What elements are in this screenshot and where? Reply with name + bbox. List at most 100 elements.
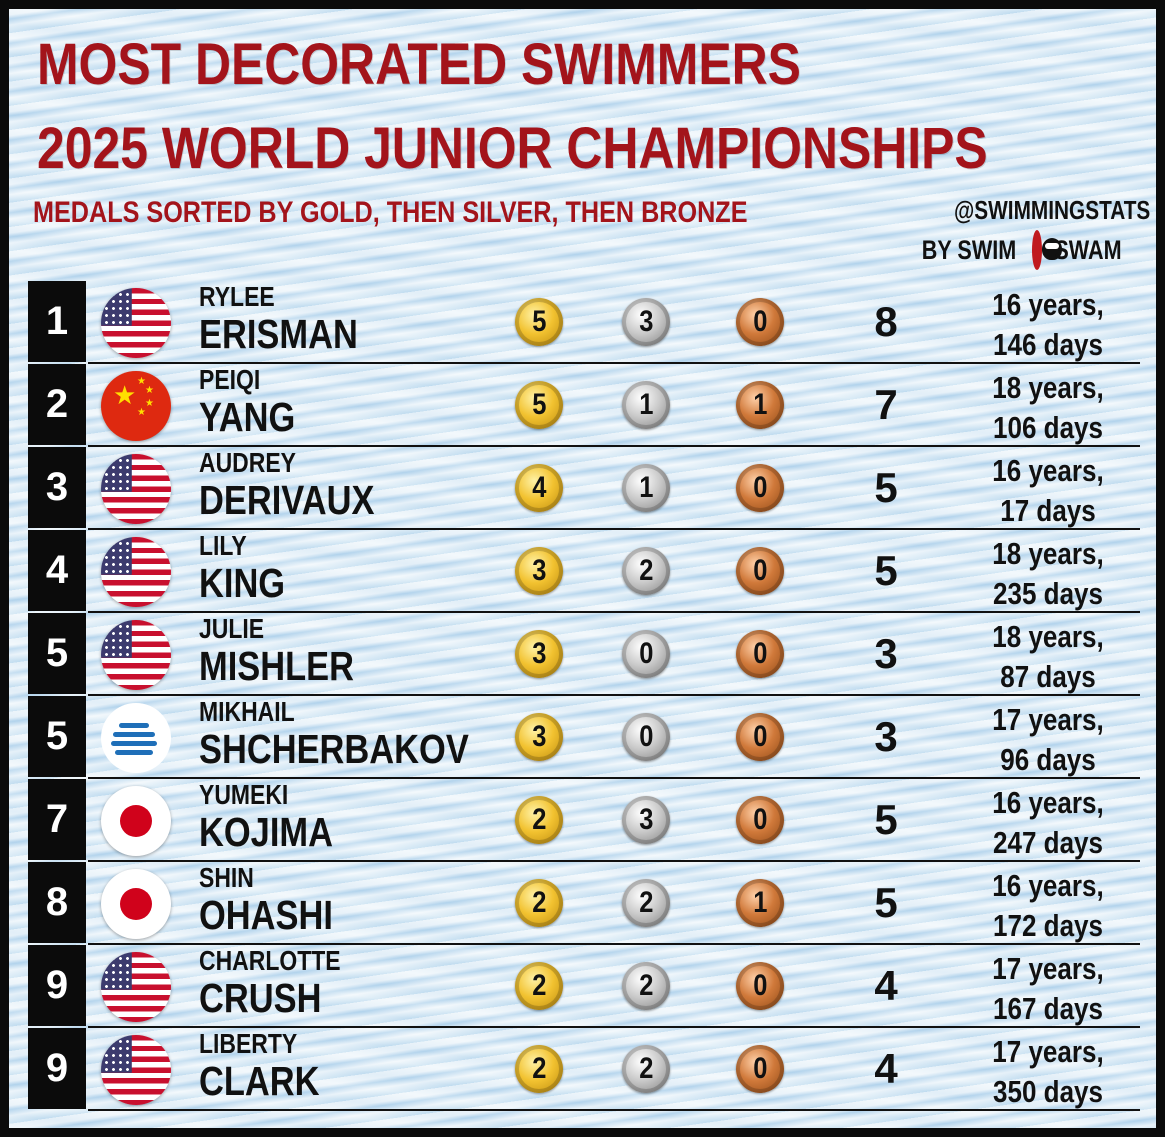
row-divider: [88, 362, 1140, 364]
row-divider: [88, 1109, 1140, 1111]
age-days: 167 days: [992, 991, 1104, 1026]
rank-cell: 9: [28, 1028, 86, 1109]
gold-medal-icon: 2: [515, 962, 563, 1010]
row-divider: [88, 445, 1140, 447]
neutral-emblem-bar: [115, 750, 153, 755]
age-years: 16 years,: [992, 287, 1104, 322]
silver-count: 0: [638, 637, 654, 670]
bronze-medal-icon: 0: [736, 1045, 784, 1093]
first-name: SHIN: [199, 862, 254, 893]
gold-medal-icon: 3: [515, 630, 563, 678]
total-medals: 5: [874, 547, 898, 594]
table-row: 1 RYLEE ERISMAN 5 3 0 8 16 years, 146 da…: [28, 281, 1140, 364]
age-years: 16 years,: [992, 785, 1104, 820]
total-medals: 8: [874, 298, 898, 345]
total-medals: 5: [874, 796, 898, 843]
table-row: 8 SHIN OHASHI 2 2 1 5 16 years, 172 days: [28, 862, 1140, 945]
last-name: YANG: [199, 394, 296, 440]
star-icon: ★: [137, 407, 146, 418]
bronze-count: 0: [752, 969, 768, 1002]
gold-count: 5: [531, 305, 547, 338]
star-icon: ★: [145, 385, 154, 396]
silver-count: 1: [638, 471, 654, 504]
silver-count: 0: [638, 720, 654, 753]
bronze-count: 0: [752, 803, 768, 836]
star-icon: ★: [137, 376, 146, 387]
credit-by-text: BY SWIM: [921, 234, 1017, 265]
bronze-count: 0: [752, 637, 768, 670]
first-name: CHARLOTTE: [199, 945, 341, 976]
first-name: MIKHAIL: [199, 696, 295, 727]
silver-medal-icon: 3: [622, 298, 670, 346]
gold-count: 3: [531, 637, 547, 670]
bronze-count: 1: [752, 886, 768, 919]
total-medals: 5: [874, 879, 898, 926]
silver-medal-icon: 2: [622, 547, 670, 595]
bronze-medal-icon: 1: [736, 879, 784, 927]
age-days: 247 days: [992, 825, 1104, 860]
title-line-2: 2025 WORLD JUNIOR CHAMPIONSHIPS: [37, 116, 988, 181]
last-name: CRUSH: [199, 975, 322, 1021]
gold-medal-icon: 2: [515, 879, 563, 927]
bronze-medal-icon: 0: [736, 962, 784, 1010]
first-name: YUMEKI: [199, 779, 289, 810]
gold-count: 4: [531, 471, 547, 504]
rank-label: 5: [45, 631, 69, 675]
rank-cell: 4: [28, 530, 86, 611]
subtitle: MEDALS SORTED BY GOLD, THEN SILVER, THEN…: [33, 196, 748, 229]
row-divider: [88, 528, 1140, 530]
first-name: RYLEE: [199, 281, 275, 312]
last-name: DERIVAUX: [199, 477, 375, 523]
age-years: 16 years,: [992, 868, 1104, 903]
age-days: 87 days: [1000, 659, 1096, 694]
rank-cell: 1: [28, 281, 86, 362]
table-row: 5 JULIE MISHLER 3 0 0 3 18 years, 87 day…: [28, 613, 1140, 696]
bronze-medal-icon: 0: [736, 630, 784, 678]
china-flag-icon: ★ ★ ★ ★ ★: [101, 371, 171, 441]
table-row: 9 LIBERTY CLARK 2 2 0 4 17 years, 350 da…: [28, 1028, 1140, 1111]
age-days: 96 days: [1000, 742, 1096, 777]
age-years: 18 years,: [992, 536, 1104, 571]
gold-medal-icon: 3: [515, 713, 563, 761]
row-divider: [88, 777, 1140, 779]
usa-flag-icon: [101, 1035, 171, 1105]
total-medals: 3: [874, 630, 898, 677]
row-divider: [88, 860, 1140, 862]
table-row: 5 MIKHAIL SHCHERBAKOV 3 0 0 3 17 years, …: [28, 696, 1140, 779]
silver-medal-icon: 2: [622, 1045, 670, 1093]
neutral-emblem-bar: [111, 741, 157, 746]
rank-label: 7: [45, 797, 69, 841]
age-days: 17 days: [1000, 493, 1096, 528]
age-years: 17 years,: [992, 1034, 1104, 1069]
silver-medal-icon: 2: [622, 962, 670, 1010]
rank-cell: 3: [28, 447, 86, 528]
bronze-medal-icon: 0: [736, 464, 784, 512]
silver-count: 2: [638, 554, 654, 587]
rank-cell: 7: [28, 779, 86, 860]
rank-label: 1: [45, 299, 69, 343]
usa-flag-icon: [101, 537, 171, 607]
rank-label: 3: [45, 465, 69, 509]
medal-table: 1 RYLEE ERISMAN 5 3 0 8 16 years, 146 da…: [28, 281, 1140, 1111]
age-cell: 16 years, 172 days: [948, 866, 1148, 946]
age-cell: 18 years, 87 days: [948, 617, 1148, 697]
age-cell: 17 years, 96 days: [948, 700, 1148, 780]
rank-label: 9: [45, 963, 69, 1007]
title-line-1: MOST DECORATED SWIMMERS: [37, 32, 801, 97]
rank-label: 8: [45, 880, 69, 924]
neutral-emblem-bar: [113, 732, 155, 737]
table-row: 3 AUDREY DERIVAUX 4 1 0 5 16 years, 17 d…: [28, 447, 1140, 530]
credit-brand: BY SWIM SWAM: [910, 230, 1130, 270]
silver-count: 3: [638, 305, 654, 338]
first-name: JULIE: [199, 613, 265, 644]
last-name: ERISMAN: [199, 311, 358, 357]
silver-medal-icon: 1: [622, 381, 670, 429]
infographic-panel: MOST DECORATED SWIMMERS 2025 WORLD JUNIO…: [9, 9, 1156, 1128]
first-name: LIBERTY: [199, 1028, 298, 1059]
age-days: 106 days: [992, 410, 1104, 445]
gold-medal-icon: 4: [515, 464, 563, 512]
silver-medal-icon: 0: [622, 713, 670, 761]
total-medals: 7: [874, 381, 898, 428]
usa-flag-icon: [101, 454, 171, 524]
total-medals: 4: [874, 1045, 898, 1092]
